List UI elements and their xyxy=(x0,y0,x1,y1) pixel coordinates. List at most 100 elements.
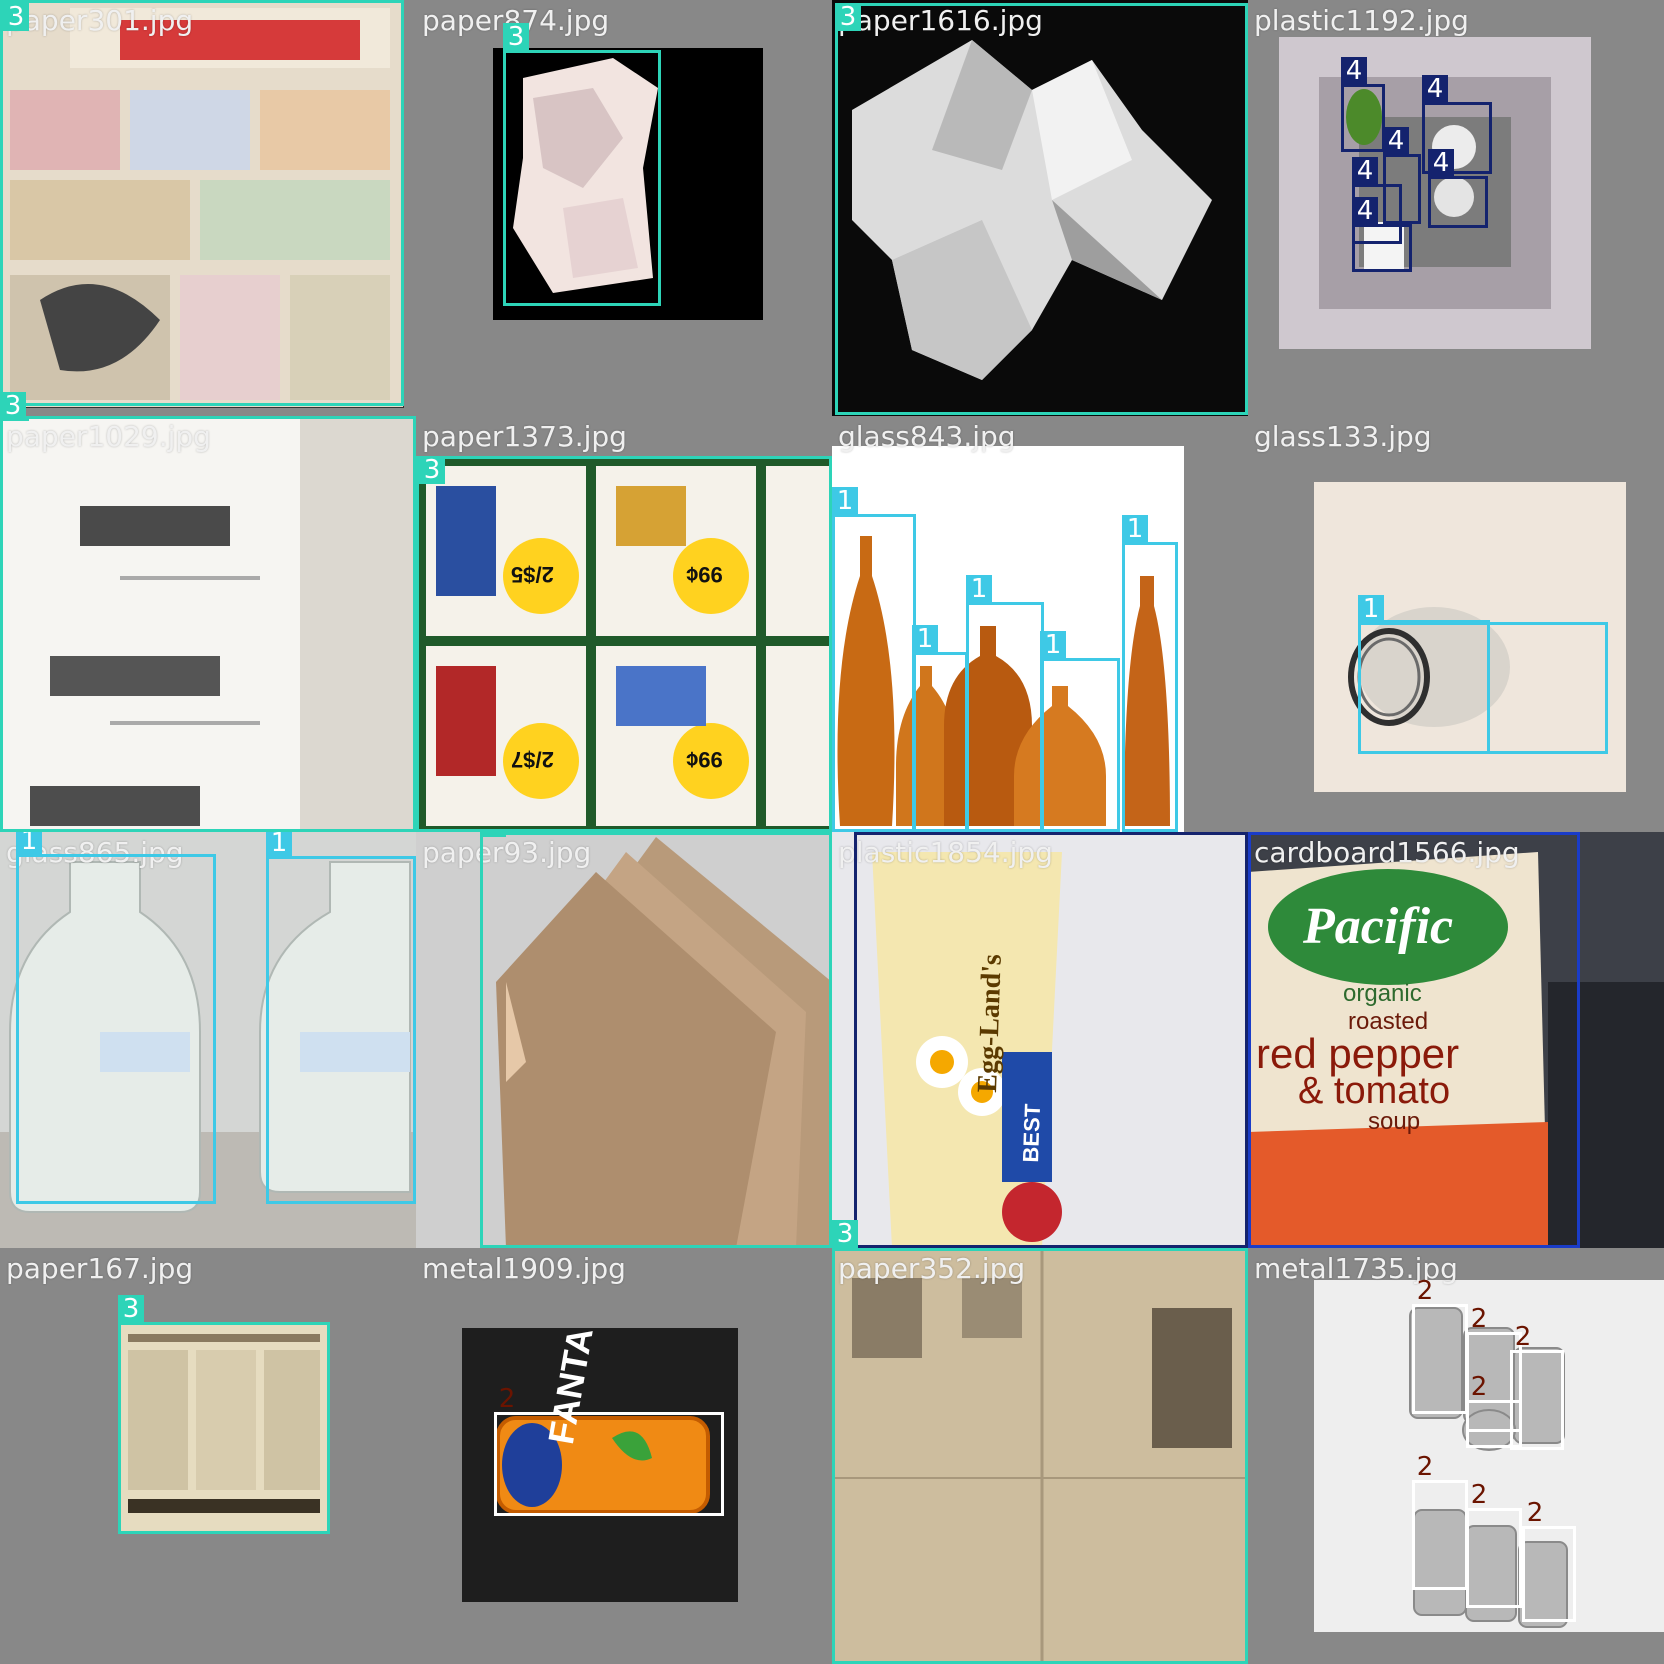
tile: paper1029.jpg 3 xyxy=(0,416,416,832)
bbox-class-3: 3 xyxy=(416,456,832,832)
photo-amber-bottles xyxy=(832,446,1184,832)
bbox-class-3: 3 xyxy=(0,392,26,416)
bbox-label: 1 xyxy=(912,625,938,653)
bbox-class-2: 2 xyxy=(494,1385,724,1516)
photo-comic xyxy=(0,0,404,408)
photo-can: FANTA xyxy=(462,1328,738,1602)
jar-art xyxy=(1348,607,1510,727)
carton-text: soup xyxy=(1368,1108,1421,1135)
tile: paper301.jpg 3 3 xyxy=(0,0,416,416)
bbox-label: 4 xyxy=(1352,157,1378,185)
bbox-class-1: 1 xyxy=(912,625,968,832)
tile: plastic1192.jpg 4 4 4 4 4 4 xyxy=(1248,0,1664,416)
bbox-class-1: 1 xyxy=(966,575,1044,832)
image-filename: paper167.jpg xyxy=(6,1252,194,1285)
tile: paper167.jpg 3 xyxy=(0,1248,416,1664)
photo-old-newspaper xyxy=(118,1324,330,1534)
photo-catalog xyxy=(0,416,416,832)
bbox-class-3: 3 xyxy=(832,1220,858,1248)
tile: paper1616.jpg 3 xyxy=(832,0,1248,416)
bbox-label: 4 xyxy=(1383,127,1409,155)
photo-clear-bottles xyxy=(0,832,416,1248)
bbox-label: 1 xyxy=(832,487,858,515)
carton-text: roasted xyxy=(1348,1008,1429,1035)
carton-text: organic xyxy=(1343,980,1422,1007)
bbox-class-3: 3 xyxy=(835,3,1248,415)
bbox-label: 3 xyxy=(419,456,445,484)
crumpled-paper-art xyxy=(852,40,1212,380)
bbox-label: 2 xyxy=(1470,1372,1488,1402)
brand-name: Pacific xyxy=(1303,898,1454,955)
image-filename: cardboard1566.jpg xyxy=(1254,836,1520,869)
image-filename: plastic1854.jpg xyxy=(838,836,1053,869)
bbox-label: 3 xyxy=(480,832,506,837)
bbox-class-1: 1 xyxy=(1040,631,1120,832)
image-filename: paper93.jpg xyxy=(422,836,592,869)
bbox-class-2: 2 xyxy=(1522,1499,1576,1622)
bbox-label: 3 xyxy=(118,1295,144,1323)
image-filename: metal1735.jpg xyxy=(1254,1252,1458,1285)
tile: metal1735.jpg 2 2 2 2 2 2 2 xyxy=(1248,1248,1664,1664)
carton-text: red pepper xyxy=(1256,1030,1460,1077)
bbox-class-1 xyxy=(1358,620,1490,754)
comic-page-art xyxy=(0,0,404,408)
bbox-class-3: 3 xyxy=(0,416,416,832)
tile: paper352.jpg xyxy=(832,1248,1248,1664)
image-filename: paper1373.jpg xyxy=(422,420,627,453)
image-filename: glass843.jpg xyxy=(838,420,1016,453)
tile: FANTA metal1909.jpg 2 xyxy=(416,1248,832,1664)
bbox-class-3: 3 xyxy=(118,1295,330,1534)
bbox-label: 0 xyxy=(1248,832,1274,835)
bbox-label: 4 xyxy=(1352,197,1378,225)
bbox-label: 2 xyxy=(498,1384,516,1414)
image-filename: paper1029.jpg xyxy=(6,420,211,453)
bbox-class-4: 4 xyxy=(1422,75,1492,174)
bbox-class-4: 4 xyxy=(1341,57,1385,152)
tile: Egg-Land's BEST plastic1854.jpg 4 3 xyxy=(832,832,1248,1248)
image-filename: plastic1192.jpg xyxy=(1254,4,1469,37)
photo-egg-carton: Egg-Land's BEST xyxy=(832,832,1248,1248)
image-filename: glass133.jpg xyxy=(1254,420,1432,453)
bbox-class-4: 4 xyxy=(1352,197,1412,272)
tile: Pacific organic roasted red pepper & tom… xyxy=(1248,832,1664,1248)
bbox-label: 3 xyxy=(3,3,29,31)
bbox-class-2: 2 xyxy=(1466,1373,1522,1448)
bbox-label: 3 xyxy=(3,416,29,421)
bbox-class-3: 3 xyxy=(503,23,661,306)
bbox-label: 4 xyxy=(1422,75,1448,103)
photo-tins xyxy=(1314,1280,1664,1632)
bbox-label: 3 xyxy=(503,23,529,51)
bbox-label: 2 xyxy=(1416,1276,1434,1306)
bbox-class-2: 2 xyxy=(1412,1277,1468,1414)
bbox-label: 3 xyxy=(0,392,26,416)
photo-soup-carton: Pacific organic roasted red pepper & tom… xyxy=(1248,832,1664,1248)
tile: 2/$5 99¢ 2/$7 99¢ paper1373.jpg 3 xyxy=(416,416,832,832)
can-art xyxy=(496,1416,710,1514)
bbox-label: 2 xyxy=(1470,1304,1488,1334)
bbox-label: 3 xyxy=(832,1220,858,1248)
bbox-label: 2 xyxy=(1416,1452,1434,1482)
bbox-class-4: 4 xyxy=(1383,127,1421,224)
photo-jar xyxy=(1314,482,1626,792)
bbox-label: 1 xyxy=(1122,515,1148,543)
image-filename: metal1909.jpg xyxy=(422,1252,626,1285)
photo-newspaper-spread xyxy=(832,1248,1248,1664)
bbox-class-2: 2 xyxy=(1412,1453,1468,1590)
bbox-label: 4 xyxy=(854,832,880,835)
bbox-class-3 xyxy=(832,1248,1248,1664)
bbox-class-2: 2 xyxy=(1466,1305,1522,1432)
boards-art xyxy=(496,837,832,1248)
bbox-class-4: 4 xyxy=(1428,149,1488,228)
bbox-label: 2 xyxy=(1514,1322,1532,1352)
image-filename: paper301.jpg xyxy=(6,4,194,37)
bbox-label: 1 xyxy=(966,575,992,603)
bbox-label: 1 xyxy=(266,832,292,857)
bbox-class-3: 3 xyxy=(480,832,832,1248)
bbox-class-3: 3 xyxy=(0,0,404,406)
tile: glass865.jpg 1 1 xyxy=(0,832,416,1248)
egg-carton-art xyxy=(872,852,1062,1248)
tile: glass843.jpg 1 1 1 1 1 xyxy=(832,416,1248,832)
soup-carton-art xyxy=(1248,852,1664,1248)
bbox-label: 1 xyxy=(16,832,42,855)
